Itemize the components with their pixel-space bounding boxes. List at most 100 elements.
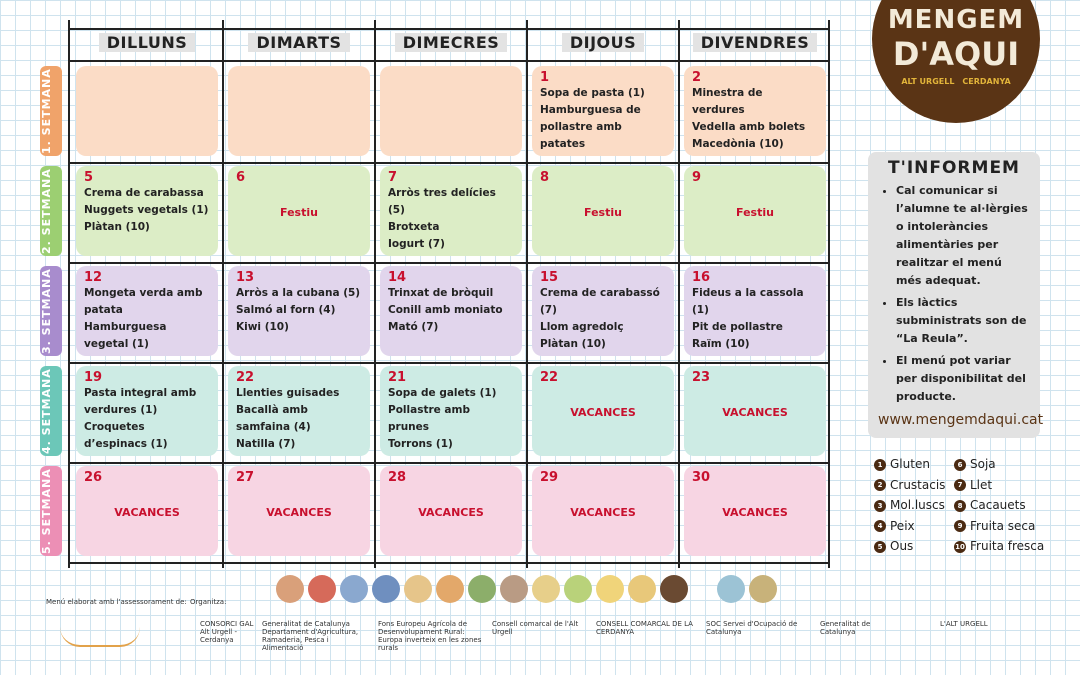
day-cell: 22 Llenties guisades Bacallà amb samfaina … bbox=[228, 366, 370, 456]
day-number: 14 bbox=[388, 270, 407, 285]
day-cell bbox=[228, 66, 370, 156]
day-number: 29 bbox=[540, 470, 559, 485]
allergen-number: 9 bbox=[954, 520, 966, 532]
day-header: DIJOUS bbox=[528, 28, 678, 58]
grid-line bbox=[68, 262, 830, 264]
allergen-number: 2 bbox=[874, 479, 886, 491]
day-number: 1 bbox=[540, 70, 550, 85]
menu-item: Vedella amb bolets bbox=[692, 121, 806, 133]
footer-logo: CONSELL COMARCAL DE LA CERDANYA bbox=[596, 620, 693, 636]
day-cell: 30 VACANCES bbox=[684, 466, 826, 556]
menu-item: Torrons (1) bbox=[388, 438, 453, 450]
allergen: 7 Llet bbox=[954, 475, 992, 495]
day-number: 21 bbox=[388, 370, 407, 385]
allergen-icon bbox=[372, 575, 400, 603]
grid-line bbox=[68, 60, 830, 62]
info-bullet: Cal comunicar si l’alumne te al·lèrgies … bbox=[896, 182, 1030, 290]
logo-text: D'AQUI bbox=[892, 35, 1020, 73]
day-cell: 8 Festiu bbox=[532, 166, 674, 256]
menu-item: Pasta integral amb verdures (1) bbox=[84, 387, 197, 416]
allergen-icon bbox=[717, 575, 745, 603]
grid-line bbox=[68, 562, 830, 564]
day-number: 26 bbox=[84, 470, 103, 485]
logo-text: MENGEM bbox=[887, 5, 1025, 35]
allergen-number: 8 bbox=[954, 499, 966, 512]
grid-line bbox=[68, 462, 830, 464]
day-note: VACANCES bbox=[722, 506, 788, 519]
info-bullet: Els làctics subministrats son de “La Reu… bbox=[896, 294, 1030, 348]
allergen: 6 Soja bbox=[954, 454, 996, 474]
menu-item: Trinxat de bròquil bbox=[388, 287, 494, 299]
day-note: Festiu bbox=[584, 206, 622, 219]
allergen-name: Llet bbox=[970, 477, 993, 492]
menu-item: Llenties guisades bbox=[236, 387, 340, 399]
allergen-icon bbox=[436, 575, 464, 603]
allergen-icon bbox=[276, 575, 304, 603]
menu-item: Hamburguesa de pollastre amb patates bbox=[540, 104, 641, 150]
allergen: 3 Mol.luscs bbox=[874, 495, 945, 515]
day-cell: 23 VACANCES bbox=[684, 366, 826, 456]
menu-item: Sopa de pasta (1) bbox=[540, 87, 645, 99]
menu-item: Brotxeta bbox=[388, 221, 440, 233]
day-header: DIVENDRES bbox=[680, 28, 830, 58]
day-number: 2 bbox=[692, 70, 702, 85]
menu-item: Conill amb moniato bbox=[388, 304, 503, 316]
menu-item: Mongeta verda amb patata bbox=[84, 287, 203, 316]
allergen-icon bbox=[532, 575, 560, 603]
day-number: 22 bbox=[236, 370, 255, 385]
day-number: 7 bbox=[388, 170, 398, 185]
day-number: 6 bbox=[236, 170, 246, 185]
day-number: 16 bbox=[692, 270, 711, 285]
menu-item: Taronja (10) bbox=[84, 353, 210, 356]
day-number: 27 bbox=[236, 470, 255, 485]
menu-item: Sopa de galets (1) bbox=[388, 387, 497, 399]
menu-item: Arròs a la cubana (5) bbox=[236, 287, 361, 299]
grid-line bbox=[678, 20, 680, 568]
allergen: 10 Fruita fresca bbox=[954, 536, 1044, 556]
day-note: Festiu bbox=[736, 206, 774, 219]
allergen: 1 Gluten bbox=[874, 454, 930, 474]
info-bullet: El menú pot variar per disponibilitat de… bbox=[896, 352, 1030, 406]
allergen-name: Fruita seca bbox=[970, 518, 1036, 533]
menu-item: Fideus a la cassola (1) bbox=[692, 287, 804, 316]
footer-logo: Consell comarcal de l'Alt Urgell bbox=[492, 620, 579, 636]
allergen-icon bbox=[749, 575, 777, 603]
allergen-name: Mol.luscs bbox=[890, 498, 945, 512]
footer-text: Organitza: bbox=[190, 598, 227, 606]
menu-item: Minestra de verdures bbox=[692, 87, 763, 116]
allergen-number: 4 bbox=[874, 520, 886, 532]
menu-item: Pollastre amb prunes bbox=[388, 404, 470, 433]
grid-line bbox=[526, 20, 528, 568]
allergen-icon bbox=[660, 575, 688, 603]
grid-line bbox=[222, 20, 224, 568]
allergen-name: Soja bbox=[970, 457, 996, 471]
menu-item: Crema de carabassó (7) bbox=[540, 287, 660, 316]
menu-item: Bacallà amb samfaina (4) bbox=[236, 404, 311, 433]
day-cell bbox=[380, 66, 522, 156]
allergen-number: 3 bbox=[874, 499, 886, 512]
day-cell: 22 VACANCES bbox=[532, 366, 674, 456]
footer-logo: Fons Europeu Agrícola de Desenvolupament… bbox=[378, 620, 482, 652]
day-number: 19 bbox=[84, 370, 103, 385]
menu-item: Kiwi (10) bbox=[236, 321, 289, 333]
allergen: 9 Fruita seca bbox=[954, 516, 1035, 536]
allergen-number: 10 bbox=[954, 540, 966, 553]
footer-text: Menú elaborat amb l'assessorament de: bbox=[46, 598, 187, 606]
grid-line bbox=[68, 162, 830, 164]
day-cell: 28 VACANCES bbox=[380, 466, 522, 556]
info-url: www.mengemdaqui.cat bbox=[878, 412, 1044, 428]
day-number: 15 bbox=[540, 270, 559, 285]
grid-line bbox=[68, 28, 830, 30]
week-label: 3. SETMANA bbox=[40, 266, 62, 356]
day-cell: 5 Crema de carabassa Nuggets vegetals (1) P… bbox=[76, 166, 218, 256]
logo-sub-left: ALT URGELL bbox=[901, 77, 955, 86]
allergen-name: Cacauets bbox=[970, 498, 1026, 512]
day-header: DIMECRES bbox=[376, 28, 526, 58]
menu-item: Arròs tres delícies (5) bbox=[388, 187, 496, 216]
grid-line bbox=[68, 20, 70, 568]
day-cell: 27 VACANCES bbox=[228, 466, 370, 556]
allergen-icon bbox=[468, 575, 496, 603]
day-cell: 2 Minestra de verdures Vedella amb bolets M… bbox=[684, 66, 826, 156]
day-cell: 6 Festiu bbox=[228, 166, 370, 256]
